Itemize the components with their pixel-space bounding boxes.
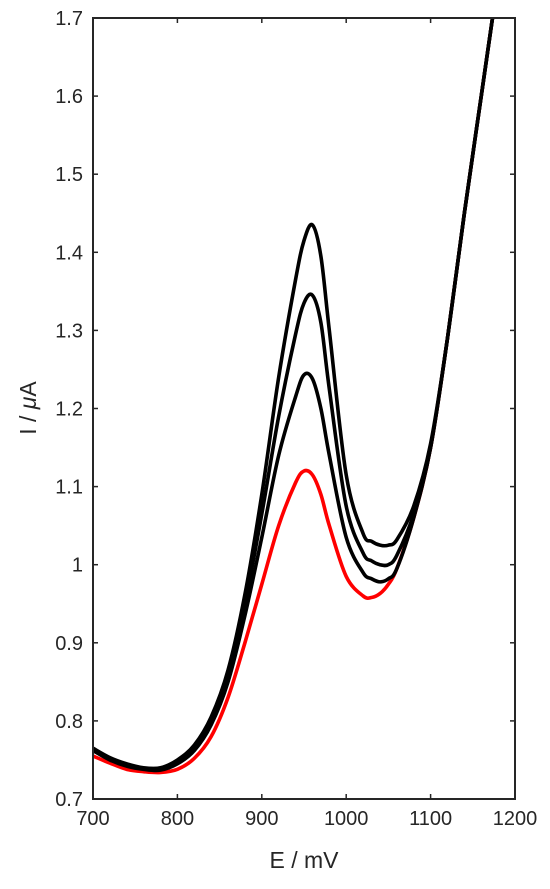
ticks-layer (92, 17, 516, 800)
x-tick-label: 1100 (409, 808, 452, 830)
y-tick-label: 1.1 (55, 477, 83, 499)
series-layer (93, 18, 495, 775)
y-tick-label: 1.6 (55, 86, 83, 108)
y-tick-label: 1.4 (55, 242, 83, 264)
y-axis-label-mu: μ (15, 396, 41, 410)
y-tick-label: 1.7 (55, 8, 83, 30)
y-tick-label: 0.9 (55, 633, 83, 655)
x-tick-label: 1000 (324, 808, 369, 830)
x-tick-label: 1200 (493, 808, 538, 830)
labels-layer: 700 800 900 1000 1100 1200 0.7 0.8 0.9 1 1.1 1.2 1.3… (55, 8, 537, 830)
y-tick-label: 0.8 (55, 711, 83, 733)
x-tick-label: 900 (245, 808, 278, 830)
y-axis-label: I / μA (15, 381, 41, 435)
y-tick-label: 1.2 (55, 399, 83, 421)
y-tick-label: 1 (72, 555, 83, 577)
x-tick-label: 800 (161, 808, 194, 830)
y-tick-label: 0.7 (55, 789, 83, 811)
x-tick-label: 700 (76, 808, 109, 830)
y-tick-label: 1.3 (55, 320, 83, 342)
y-axis-label-unit: A (15, 381, 41, 397)
y-tick-label: 1.5 (55, 164, 83, 186)
x-axis-label: E / mV (269, 847, 339, 873)
y-axis-label-prefix: I / (15, 409, 41, 435)
series-line-4 (93, 18, 495, 771)
